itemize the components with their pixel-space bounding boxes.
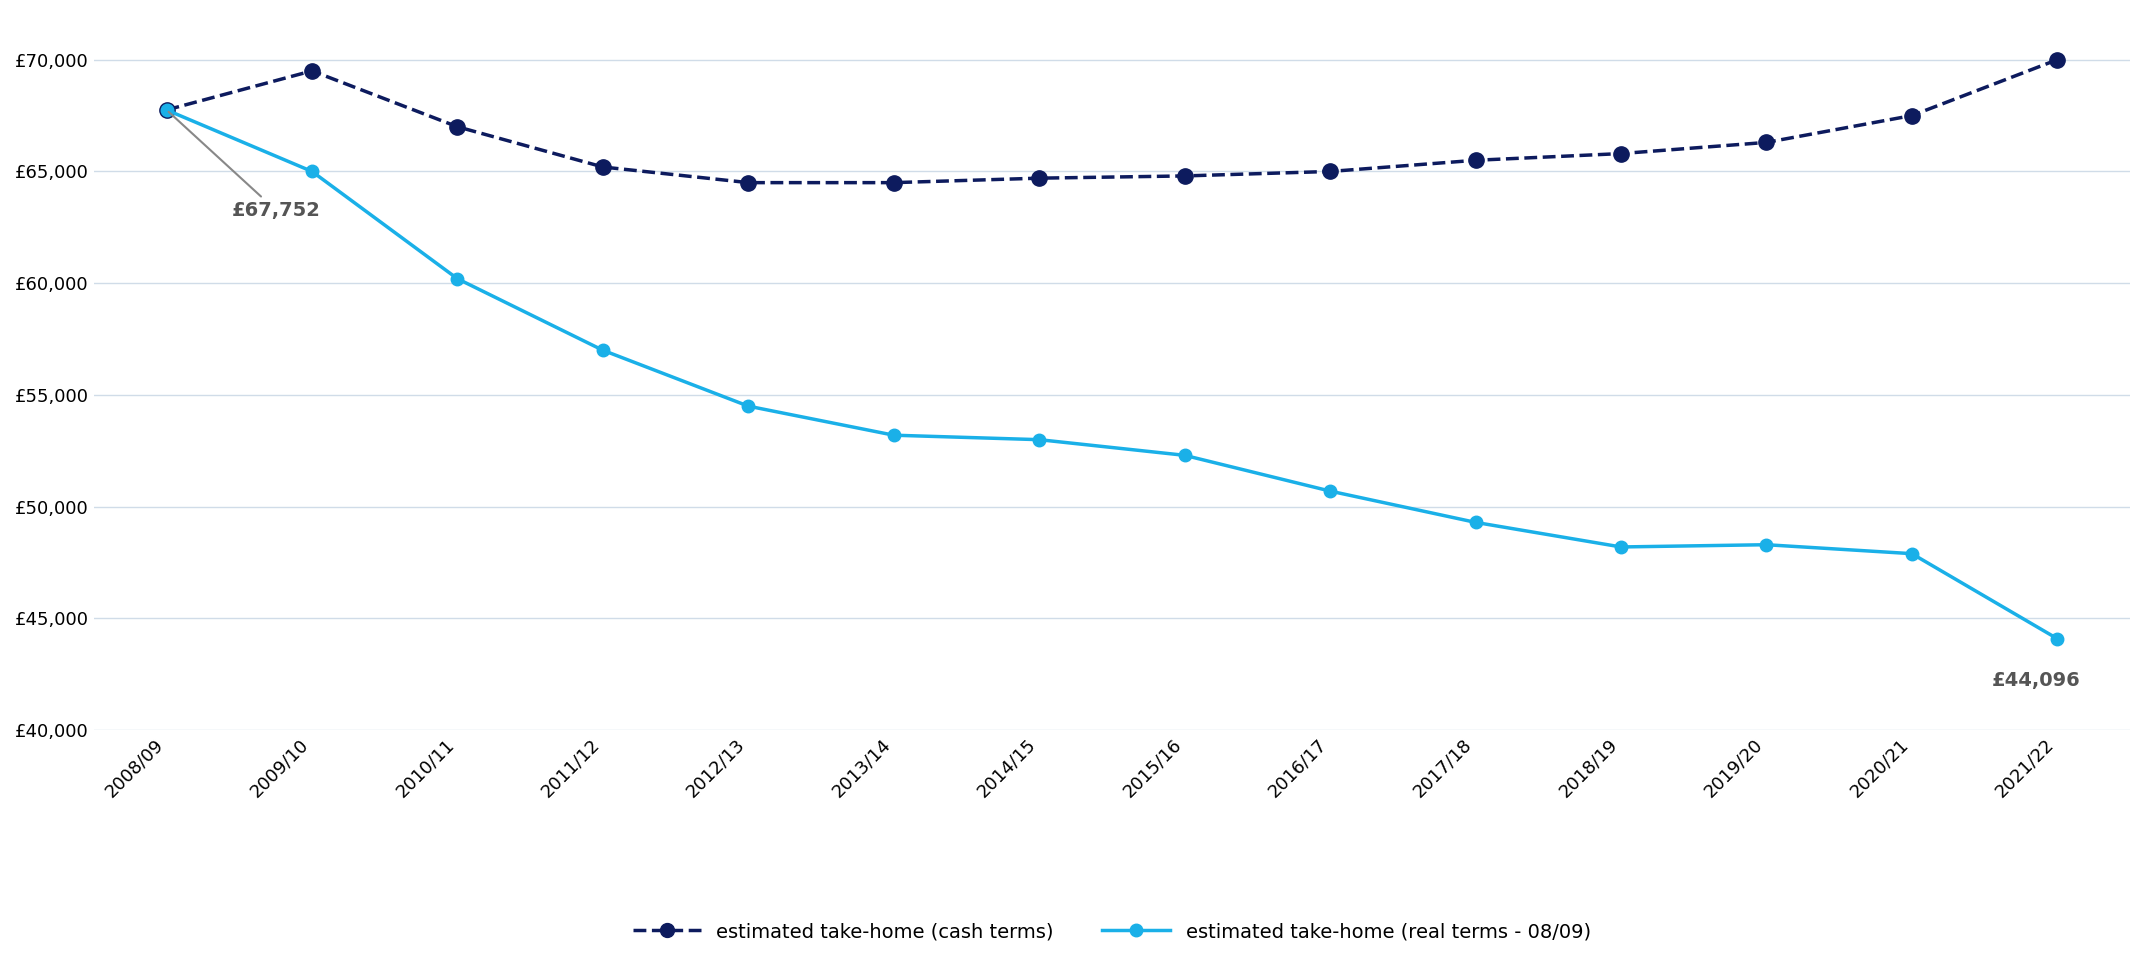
Text: £44,096: £44,096 — [1993, 671, 2081, 689]
Legend: estimated take-home (cash terms), estimated take-home (real terms - 08/09): estimated take-home (cash terms), estima… — [624, 915, 1598, 950]
Text: £67,752: £67,752 — [169, 112, 322, 221]
